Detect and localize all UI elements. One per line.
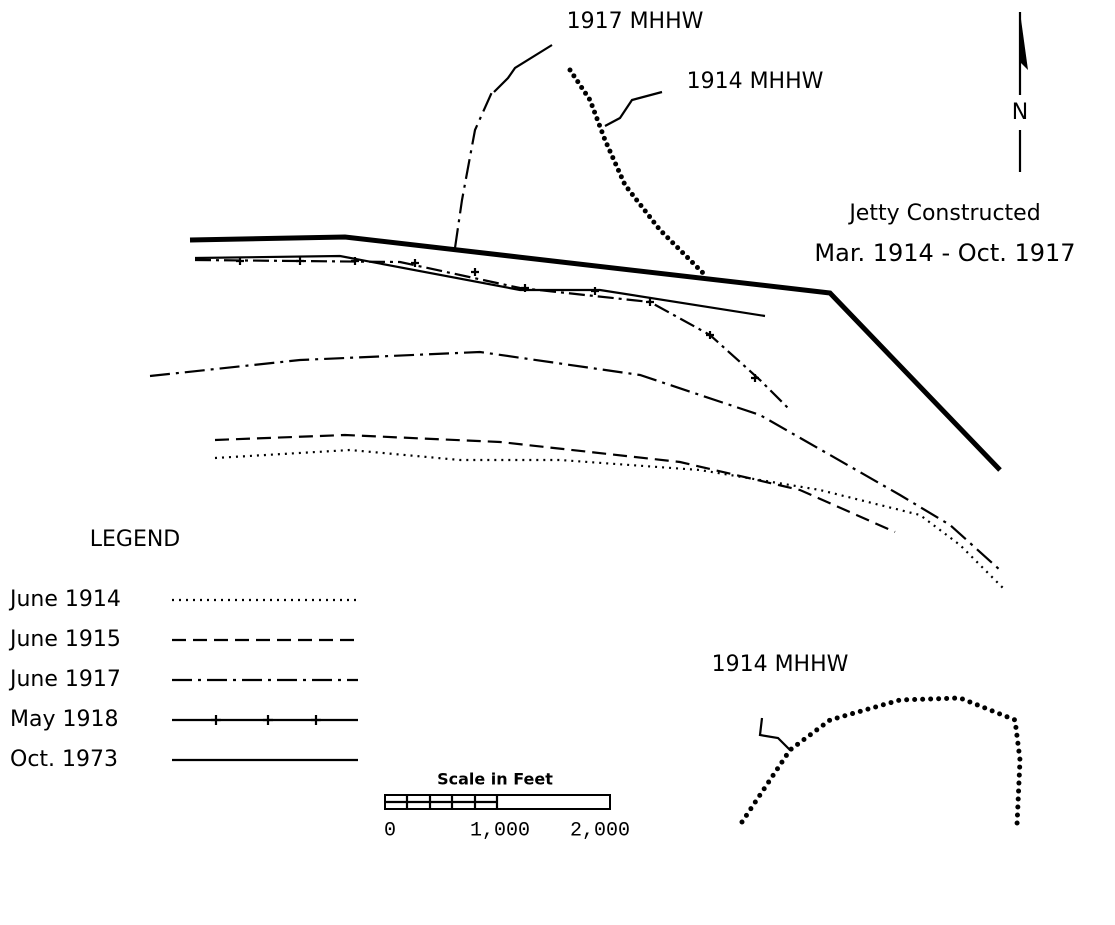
legend-title: LEGEND (90, 527, 181, 552)
scale-divisions (385, 795, 499, 809)
jetty (189, 234, 1002, 472)
arrow-head (1020, 12, 1028, 70)
legend-plus (211, 715, 321, 725)
legend-item: June 1915 (8, 627, 121, 652)
label: 1917 MHHW (567, 9, 704, 34)
leader (493, 44, 553, 93)
north-label: N (1012, 100, 1028, 125)
leader (604, 90, 663, 127)
scale-title: Scale in Feet (437, 770, 553, 789)
mhhw-1917-line (453, 91, 494, 249)
scale-tick: 2,000 (570, 819, 630, 842)
jetty-title: Jetty Constructed (847, 201, 1040, 226)
legend-item: Oct. 1973 (10, 747, 118, 772)
shoreline-1915 (214, 433, 896, 534)
leader (758, 717, 791, 751)
scale-tick: 1,000 (470, 819, 530, 842)
scale-tick: 0 (384, 819, 396, 842)
shoreline-1973 (194, 254, 766, 318)
jetty-dates: Mar. 1914 - Oct. 1917 (814, 239, 1075, 267)
legend-item: May 1918 (10, 707, 118, 732)
shoreline-1914 (214, 448, 1006, 591)
shoreline-1917 (149, 350, 1001, 571)
label: 1914 MHHW (687, 69, 824, 94)
legend-item: June 1914 (8, 587, 121, 612)
shoreline-1918 (194, 258, 791, 411)
plus-markers (236, 257, 759, 382)
mhhw-1914-line (567, 67, 708, 278)
legend-item: June 1917 (8, 667, 121, 692)
label: 1914 MHHW (712, 652, 849, 677)
mhhw-1914-line (739, 695, 1023, 828)
